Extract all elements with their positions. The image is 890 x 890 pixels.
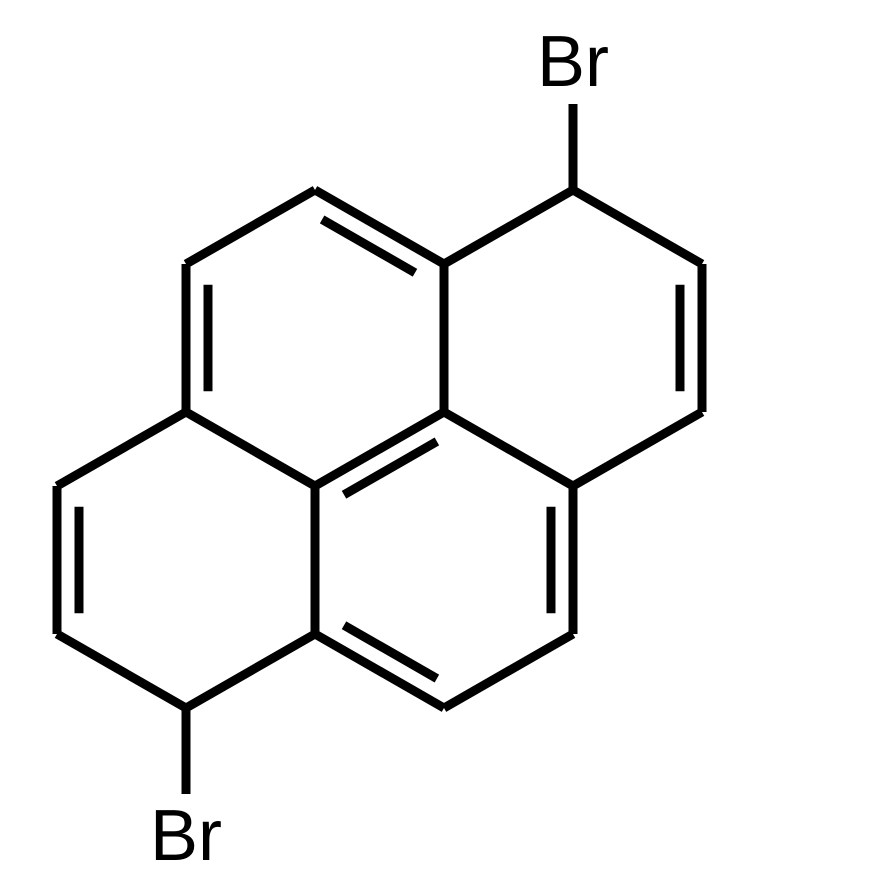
bond-line — [344, 441, 437, 494]
bond-line — [57, 634, 186, 708]
bond-line — [322, 219, 415, 272]
bond-line — [444, 634, 573, 708]
atom-label-br: Br — [150, 796, 222, 876]
bond-line — [186, 634, 315, 708]
bond-line — [444, 190, 573, 264]
bond-line — [57, 412, 186, 486]
bond-line — [186, 190, 315, 264]
bond-line — [573, 190, 702, 264]
molecule-canvas: Br Br — [0, 0, 890, 890]
bond-line — [186, 412, 315, 486]
bond-line — [573, 412, 702, 486]
bond-line — [444, 412, 573, 486]
atom-label-br: Br — [537, 22, 609, 102]
bond-line — [344, 625, 437, 678]
